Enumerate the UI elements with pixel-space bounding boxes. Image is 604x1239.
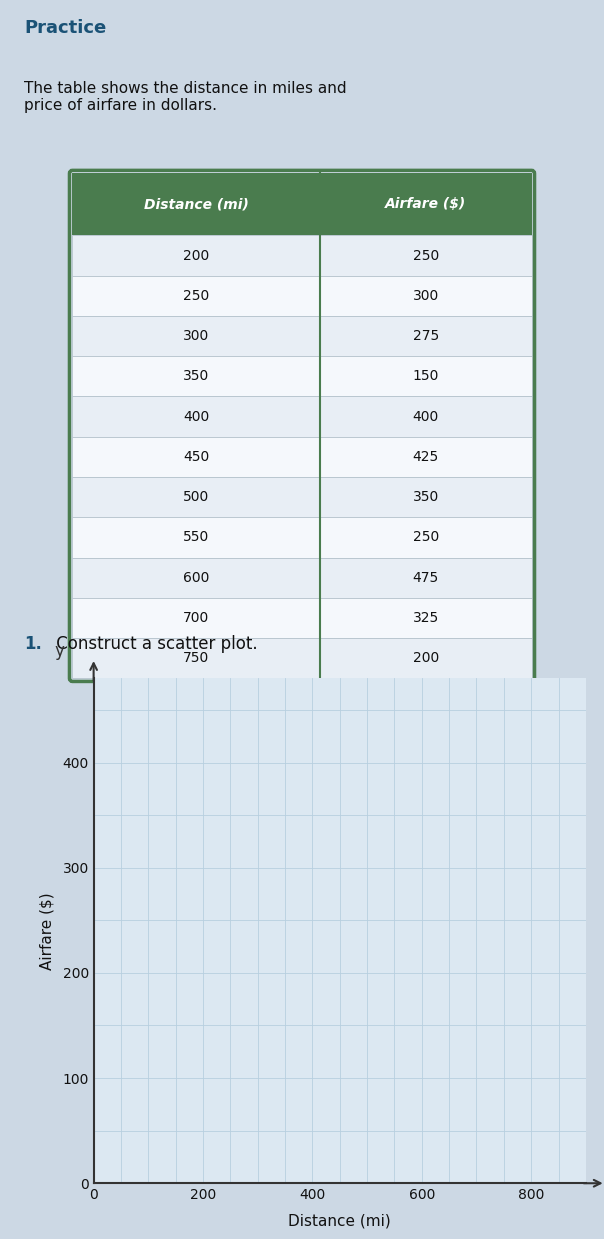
Text: Construct a scatter plot.: Construct a scatter plot. [51, 636, 258, 653]
FancyBboxPatch shape [72, 477, 532, 518]
Text: 400: 400 [183, 410, 210, 424]
FancyBboxPatch shape [72, 396, 532, 437]
Text: 150: 150 [413, 369, 439, 383]
Text: 300: 300 [413, 289, 439, 302]
Text: 600: 600 [183, 571, 210, 585]
Text: 325: 325 [413, 611, 439, 624]
Text: 550: 550 [183, 530, 210, 544]
Text: 425: 425 [413, 450, 439, 463]
Text: 275: 275 [413, 330, 439, 343]
Text: 450: 450 [183, 450, 210, 463]
Text: 400: 400 [413, 410, 439, 424]
Text: 475: 475 [413, 571, 439, 585]
Text: Distance (mi): Distance (mi) [144, 197, 249, 212]
FancyBboxPatch shape [72, 173, 532, 235]
FancyBboxPatch shape [72, 316, 532, 357]
Text: 500: 500 [183, 491, 210, 504]
FancyBboxPatch shape [72, 518, 532, 558]
Text: 250: 250 [183, 289, 210, 302]
Text: 200: 200 [413, 652, 439, 665]
Text: 250: 250 [413, 249, 439, 263]
FancyBboxPatch shape [72, 558, 532, 598]
FancyBboxPatch shape [72, 276, 532, 316]
Text: 750: 750 [183, 652, 210, 665]
Text: 700: 700 [183, 611, 210, 624]
Text: 350: 350 [413, 491, 439, 504]
Text: Airfare ($): Airfare ($) [385, 197, 466, 212]
Text: 200: 200 [183, 249, 210, 263]
Text: 300: 300 [183, 330, 210, 343]
FancyBboxPatch shape [72, 235, 532, 276]
Text: 350: 350 [183, 369, 210, 383]
FancyBboxPatch shape [72, 437, 532, 477]
FancyBboxPatch shape [72, 598, 532, 638]
Text: 250: 250 [413, 530, 439, 544]
Text: 1.: 1. [24, 636, 42, 653]
Text: The table shows the distance in miles and
price of airfare in dollars.: The table shows the distance in miles an… [24, 81, 347, 113]
FancyBboxPatch shape [72, 357, 532, 396]
Text: Practice: Practice [24, 19, 106, 37]
FancyBboxPatch shape [72, 638, 532, 679]
